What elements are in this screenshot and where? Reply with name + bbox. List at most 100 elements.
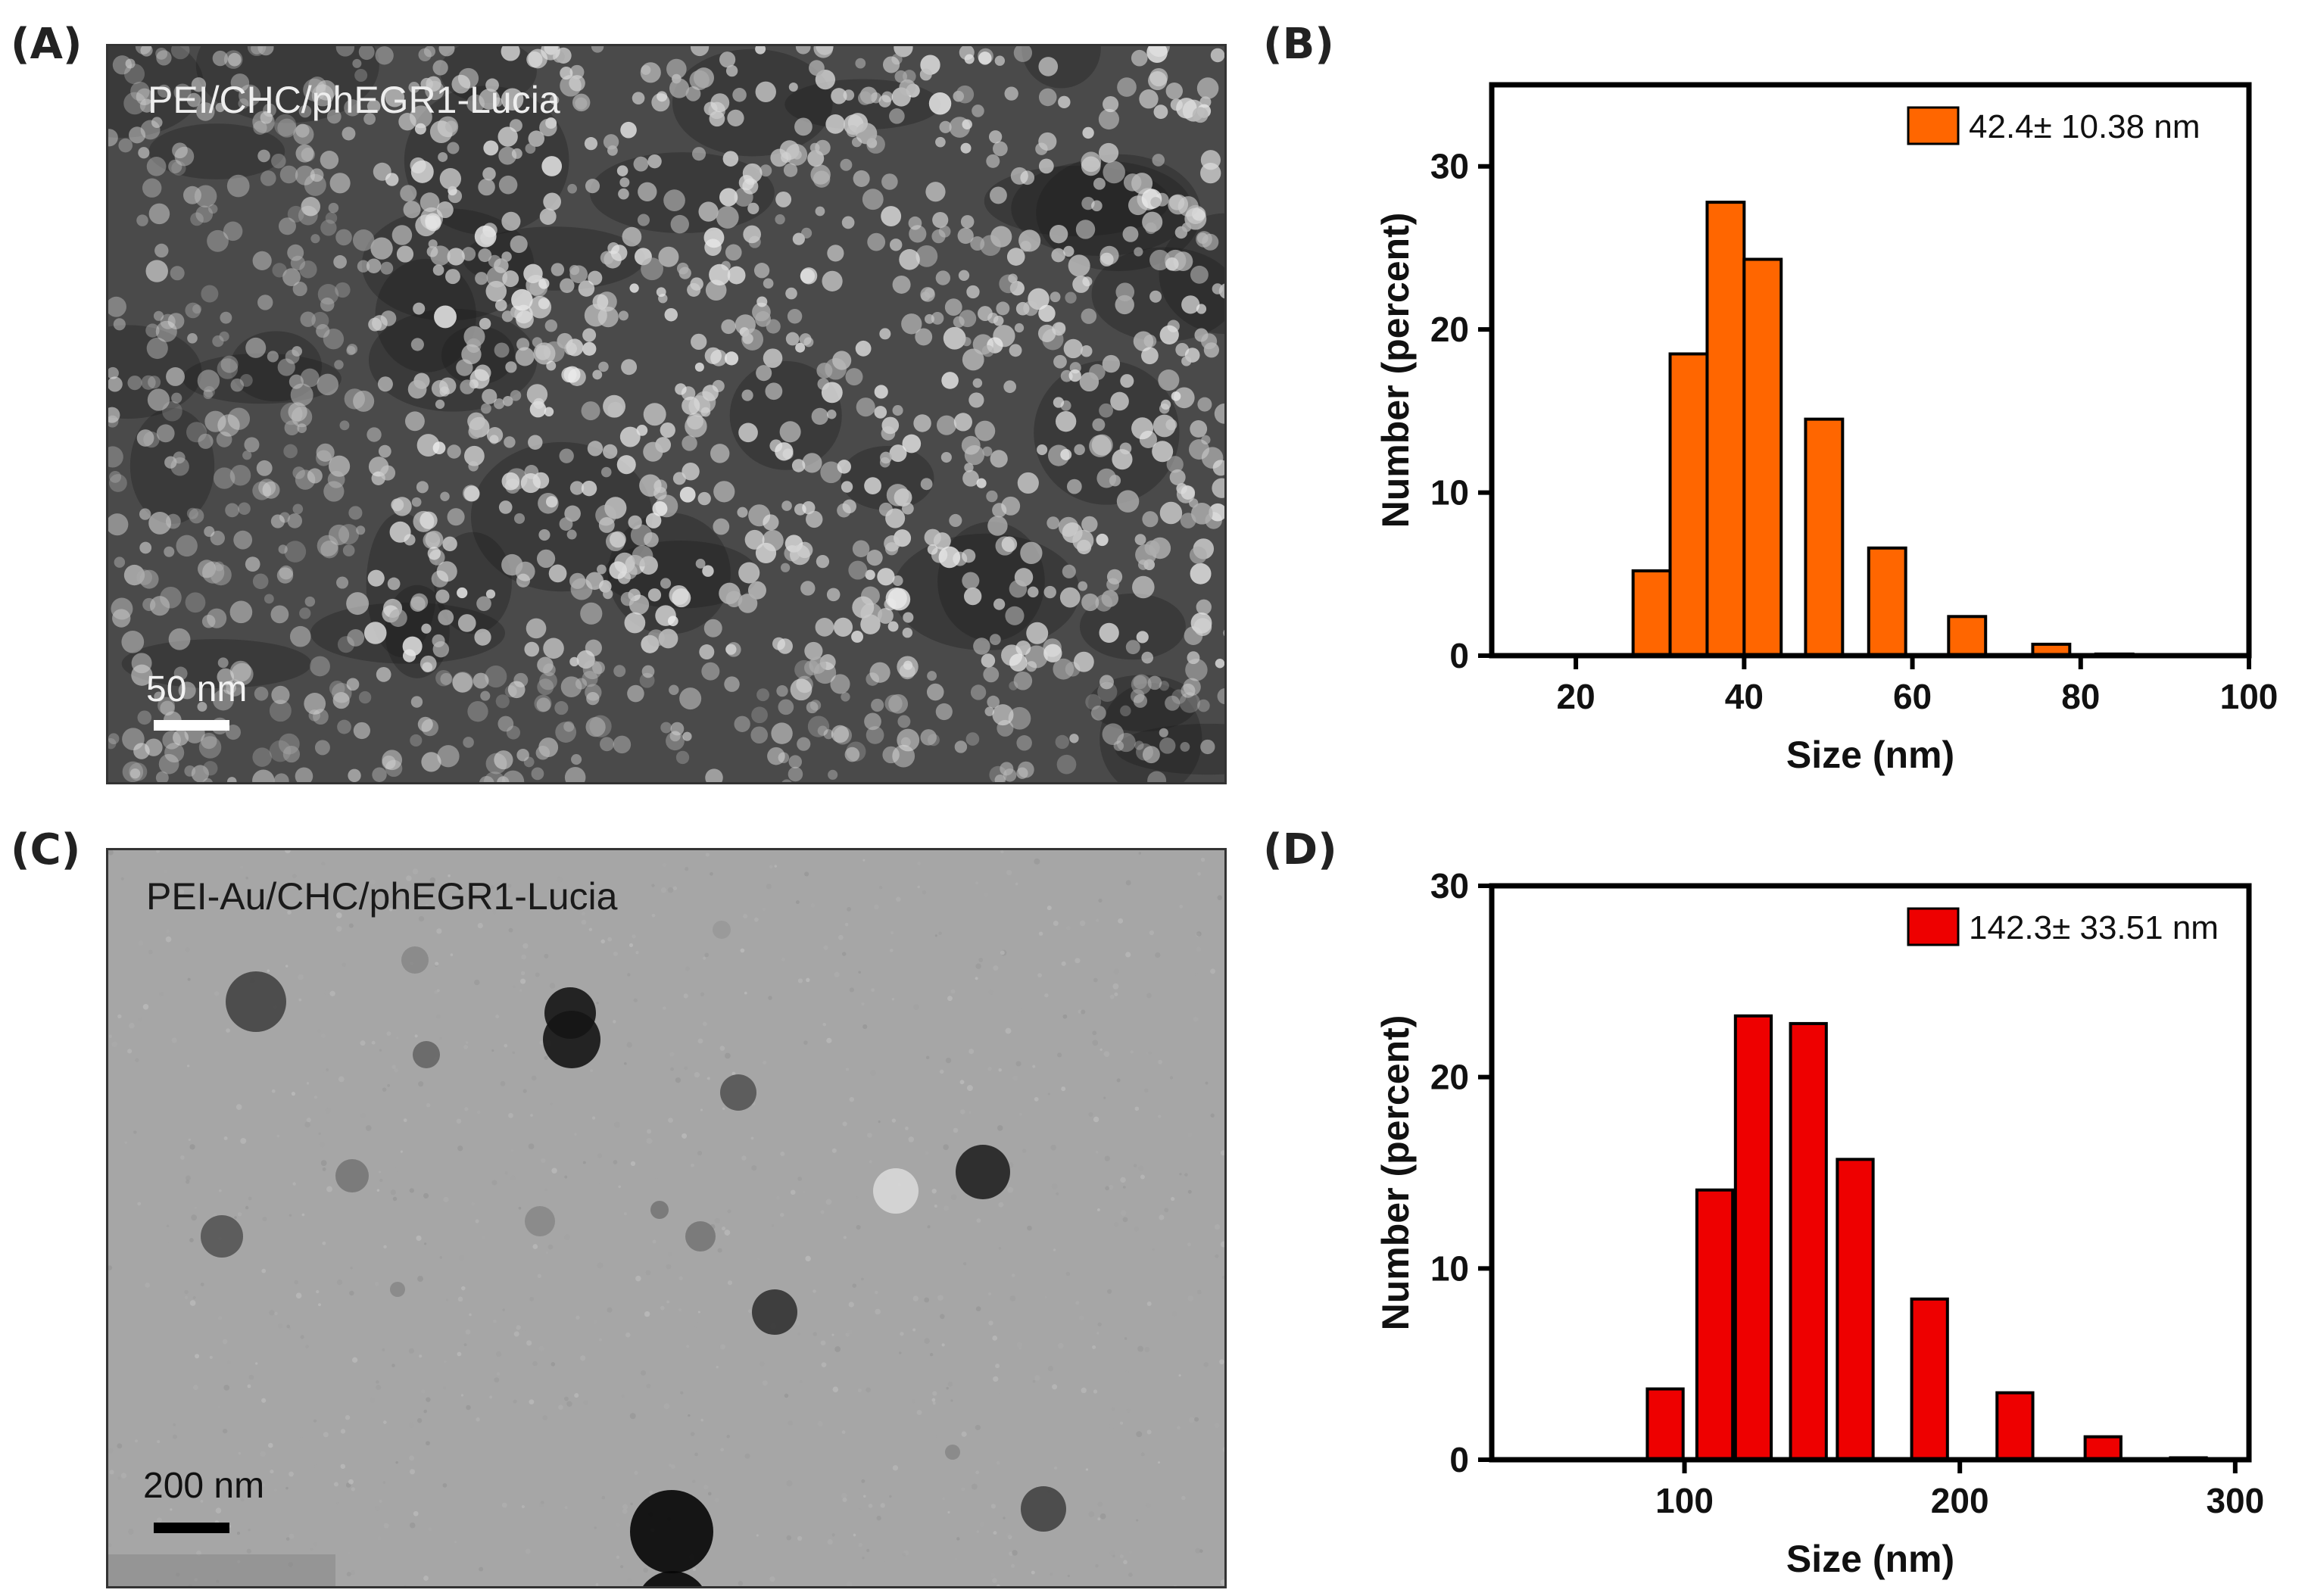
noise-speck — [924, 1338, 930, 1344]
noise-speck — [1078, 1315, 1084, 1320]
nanoparticle — [283, 444, 298, 459]
nanoparticle — [217, 358, 239, 379]
noise-speck — [1196, 1289, 1202, 1295]
noise-speck — [120, 877, 124, 881]
nanoparticle — [1176, 98, 1197, 119]
noise-speck — [990, 1573, 996, 1578]
nanoparticle — [788, 755, 803, 768]
noise-speck — [435, 962, 439, 966]
nanoparticle — [679, 687, 702, 710]
noise-speck — [1114, 1222, 1119, 1227]
noise-speck — [485, 890, 490, 895]
nanoparticle — [348, 768, 361, 782]
nanoparticle — [1197, 699, 1210, 712]
nanoparticle — [881, 173, 898, 190]
nanoparticle — [195, 102, 215, 121]
nanoparticle — [244, 437, 260, 453]
noise-speck — [1136, 1431, 1143, 1438]
noise-speck — [780, 1151, 785, 1156]
noise-speck — [316, 1289, 320, 1294]
noise-speck — [1051, 1183, 1058, 1189]
nanoparticle — [741, 328, 764, 351]
noise-speck — [1159, 1214, 1165, 1220]
noise-speck — [627, 973, 631, 977]
nanoparticle — [643, 403, 666, 426]
nanoparticle — [1085, 694, 1102, 710]
nanoparticle — [830, 674, 850, 694]
noise-speck — [892, 1465, 899, 1471]
noise-speck — [937, 1295, 944, 1301]
noise-speck — [1015, 882, 1018, 886]
nanoparticle — [329, 173, 351, 194]
noise-speck — [813, 1289, 816, 1293]
noise-speck — [426, 1102, 431, 1108]
nanoparticle — [494, 750, 513, 770]
nanoparticle — [367, 569, 385, 587]
nanoparticle — [651, 93, 670, 112]
nanoparticle — [987, 312, 999, 324]
nanoparticle — [252, 111, 275, 133]
nanoparticle — [853, 170, 870, 187]
noise-speck — [694, 1322, 700, 1329]
noise-speck — [248, 1374, 254, 1380]
noise-speck — [360, 1113, 366, 1118]
nanoparticle — [354, 68, 368, 82]
noise-speck — [458, 1415, 461, 1418]
noise-speck — [164, 869, 168, 874]
noise-speck — [320, 1160, 327, 1167]
noise-speck — [1203, 1362, 1209, 1367]
noise-speck — [382, 1348, 385, 1351]
nanoparticle — [127, 376, 142, 391]
nanoparticle — [509, 119, 522, 132]
noise-speck — [618, 1185, 621, 1189]
nanoparticle — [913, 414, 931, 432]
nanoparticle — [756, 365, 772, 382]
noise-speck — [1011, 1563, 1015, 1568]
noise-speck — [520, 971, 526, 975]
noise-speck — [847, 907, 851, 912]
noise-speck — [1220, 1241, 1224, 1248]
nanoparticle — [498, 175, 518, 195]
nanoparticle — [800, 581, 816, 596]
nanoparticle — [899, 249, 920, 270]
nanoparticle — [217, 657, 229, 669]
nanoparticle — [690, 46, 710, 57]
nanoparticle — [690, 277, 703, 291]
noise-speck — [439, 1256, 442, 1259]
noise-speck — [862, 1557, 865, 1560]
nanoparticle — [335, 282, 351, 298]
noise-speck — [108, 1265, 113, 1270]
bar — [1910, 1297, 1949, 1462]
nanoparticle — [108, 415, 119, 428]
nanoparticle — [1196, 232, 1209, 245]
noise-speck — [516, 1325, 521, 1330]
nanoparticle — [204, 526, 215, 538]
nanoparticle — [1214, 403, 1224, 424]
noise-speck — [298, 974, 304, 980]
nanoparticle — [320, 298, 335, 312]
nanoparticle — [402, 649, 416, 662]
nanoparticle — [216, 432, 232, 447]
nanoparticle — [516, 310, 534, 329]
nanoparticle — [403, 201, 421, 219]
noise-speck — [1027, 1225, 1032, 1231]
noise-speck — [685, 966, 690, 971]
noise-speck — [975, 1306, 981, 1312]
nanoparticle — [146, 156, 167, 176]
noise-speck — [371, 1040, 376, 1045]
noise-speck — [261, 1398, 267, 1403]
noise-speck — [166, 1239, 170, 1243]
nanoparticle — [158, 84, 171, 98]
nanoparticle — [335, 229, 352, 246]
noise-speck — [1128, 1550, 1133, 1554]
nanoparticle — [563, 721, 575, 732]
nanoparticle — [344, 388, 366, 410]
nanoparticle — [300, 311, 316, 327]
nanoparticle — [666, 58, 687, 79]
nanoparticle — [186, 422, 207, 443]
nanoparticle — [852, 596, 875, 619]
noise-speck — [439, 902, 446, 909]
nanoparticle — [203, 761, 218, 776]
nanoparticle — [582, 659, 603, 680]
noise-speck — [786, 1535, 791, 1541]
